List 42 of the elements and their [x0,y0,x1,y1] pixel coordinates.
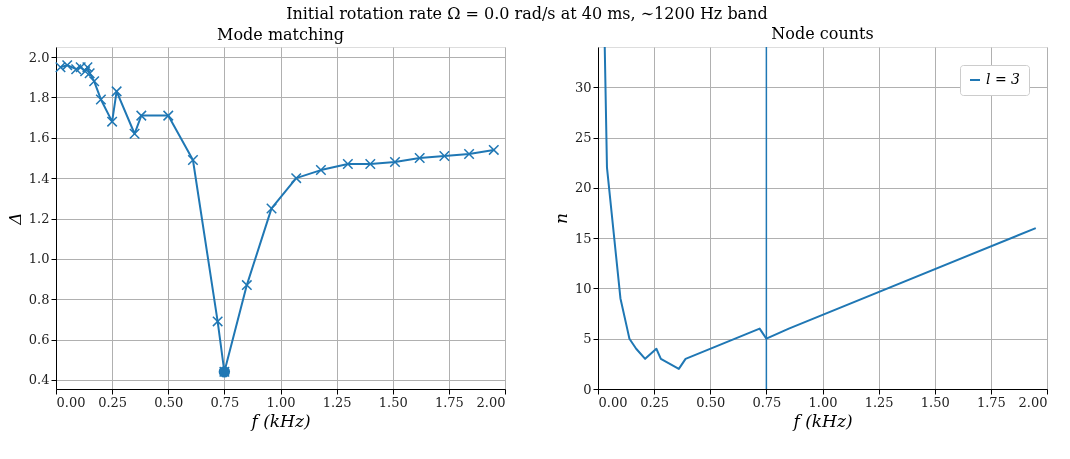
x-tick-label: 0.75 [210,394,240,410]
y-tick-label: 1.6 [28,130,50,146]
x-tick-label: 1.00 [266,394,296,410]
y-tick-label: 15 [574,230,592,246]
x-tick-label: 0.00 [598,394,628,410]
y-tick-label: 0.4 [28,372,50,388]
legend-label: l = 3 [986,71,1021,87]
y-tick-label: 0.6 [28,332,50,348]
chart-title: Node counts [771,24,874,43]
y-tick-label: 0.8 [28,291,50,307]
x-tick-label: 0.75 [752,394,782,410]
y-tick-label: 30 [574,79,592,95]
y-tick-label: 1.2 [28,211,50,226]
y-tick-label: 0 [583,381,592,397]
x-tick-label: 0.25 [98,394,128,410]
y-axis-title: n [550,213,571,224]
x-tick-label: 2.00 [1018,394,1048,410]
x-tick-label: 1.75 [434,394,464,410]
y-tick-label: 1.8 [28,89,50,105]
y-tick-label: 20 [574,180,592,196]
y-tick-label: 5 [583,331,592,347]
x-tick-label: 1.00 [808,394,838,410]
x-tick-label: 0.00 [56,394,86,410]
x-tick-label: 1.25 [864,394,894,410]
text: Initial rotation rate Ω = 0.0 rad/s at 40 ms, ∼1200 Hz band [286,3,768,23]
x-axis-title: f (kHz) [791,410,853,431]
x-tick-label: 0.25 [640,394,670,410]
x-tick-label: 0.50 [696,394,726,410]
y-tick-label: 1.0 [28,251,50,267]
y-tick-label: 25 [574,130,592,146]
x-tick-label: 2.00 [476,394,506,410]
x-tick-label: 1.75 [976,394,1006,410]
x-tick-label: 1.50 [378,394,408,410]
x-tick-label: 1.25 [322,394,352,410]
y-tick-label: 10 [574,280,592,296]
y-tick-label: 2.0 [28,49,50,65]
x-axis-title: f (kHz) [249,410,311,431]
y-axis-title: Δ [4,212,25,226]
x-tick-label: 1.50 [920,394,950,410]
chart-title: Mode matching [217,25,344,44]
x-tick-label: 0.50 [154,394,184,410]
y-tick-label: 1.4 [28,170,50,186]
